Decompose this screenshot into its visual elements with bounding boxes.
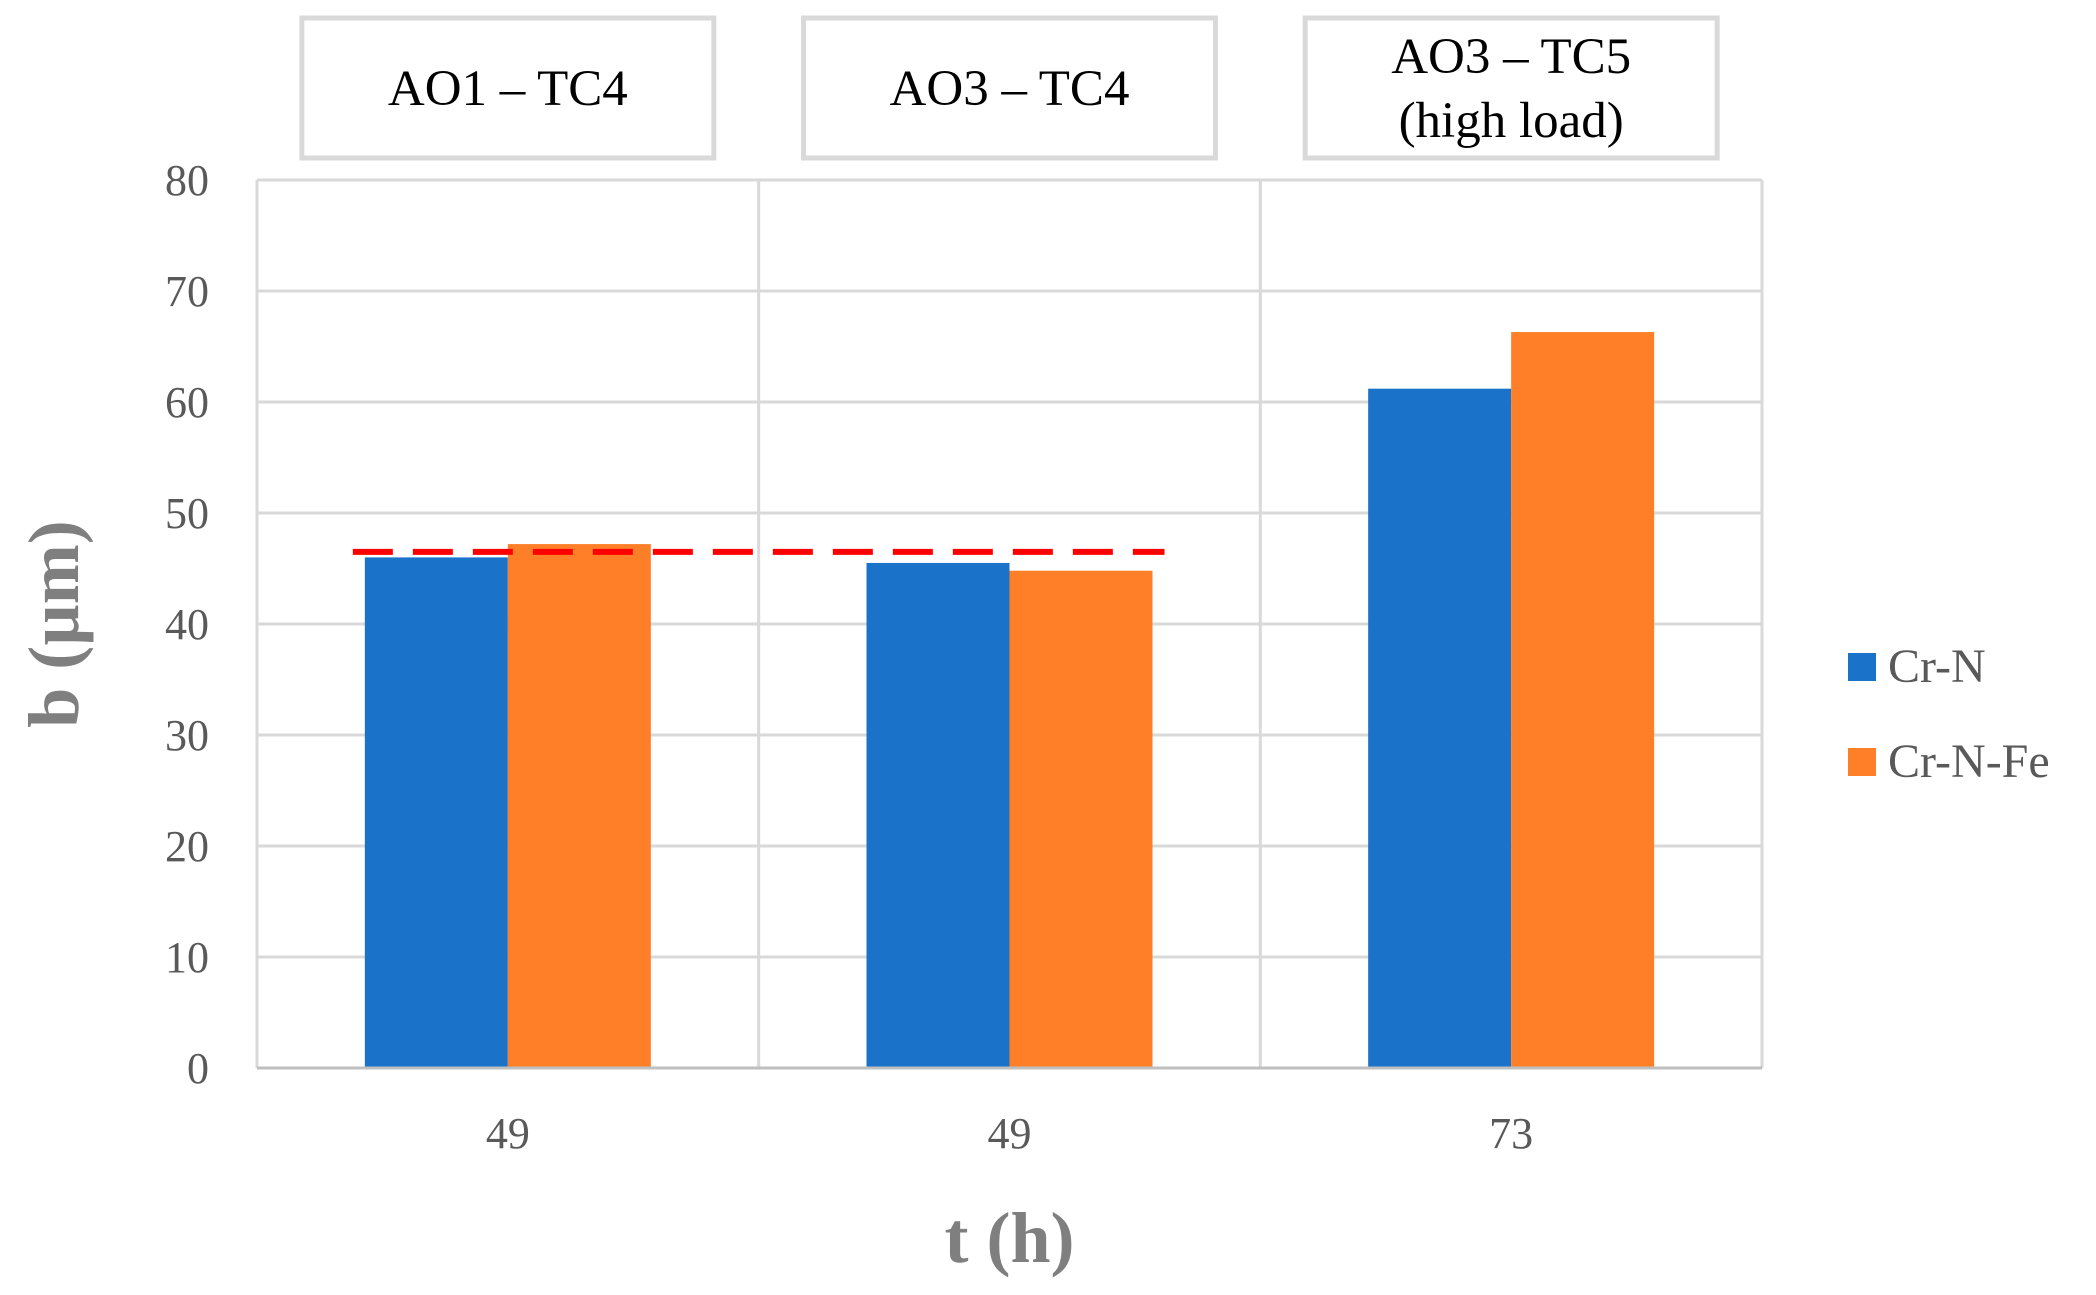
group-title-text: AO1 – TC4 [388, 61, 628, 117]
y-tick-label: 0 [187, 1044, 209, 1093]
bar-cr-n-fe [1511, 332, 1655, 1068]
legend-label-cr-n: Cr-N [1888, 640, 1986, 693]
bar-cr-n [1368, 388, 1512, 1068]
group-title-text: AO3 – TC5 [1391, 29, 1631, 85]
y-tick-label: 40 [165, 600, 209, 649]
axes: 0 10 20 30 40 50 60 70 80 49 49 73 [165, 156, 1762, 1158]
x-tick-label: 49 [988, 1109, 1032, 1158]
y-tick-label: 60 [165, 378, 209, 427]
legend-swatch-cr-n [1848, 653, 1876, 681]
legend: Cr-N Cr-N-Fe [1848, 640, 2050, 788]
group-title-box [801, 15, 1218, 161]
bar-cr-n-fe [1009, 570, 1153, 1068]
y-tick-label: 50 [165, 489, 209, 538]
x-axis-title: t (h) [945, 1198, 1075, 1278]
x-tick-label: 73 [1489, 1109, 1533, 1158]
group-title-text: (high load) [1399, 93, 1624, 149]
y-tick-label: 70 [165, 267, 209, 316]
y-tick-label: 10 [165, 933, 209, 982]
x-tick-label: 49 [486, 1109, 530, 1158]
legend-label-cr-n-fe: Cr-N-Fe [1888, 735, 2050, 788]
bar-cr-n [866, 562, 1010, 1068]
group-title-boxes: AO1 – TC4 AO3 – TC4 AO3 – TC5 (high load) [299, 15, 1720, 161]
bars [364, 332, 1655, 1068]
y-tick-label: 80 [165, 156, 209, 205]
y-tick-label: 30 [165, 711, 209, 760]
group-title-box [1302, 15, 1720, 161]
y-axis-title: b (µm) [14, 520, 94, 727]
legend-swatch-cr-n-fe [1848, 748, 1876, 776]
y-tick-label: 20 [165, 822, 209, 871]
group-title-box [299, 15, 717, 161]
bar-cr-n [364, 557, 508, 1068]
group-title-text: AO3 – TC4 [890, 61, 1130, 117]
bar-cr-n-fe [507, 544, 651, 1068]
